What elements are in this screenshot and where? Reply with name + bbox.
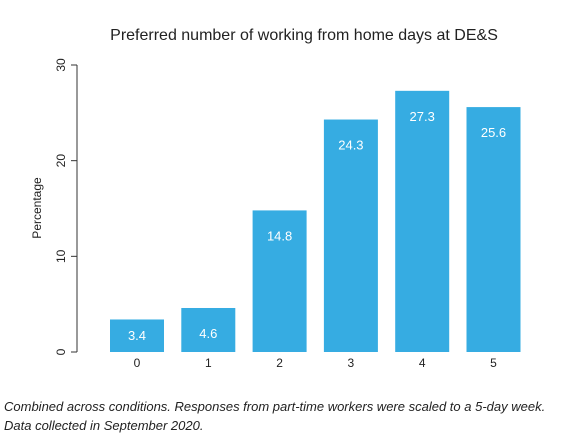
- y-axis-ticks: 0 10 20 30: [54, 58, 77, 355]
- bar: [466, 107, 521, 353]
- bars-group: 3.4 4.6 14.8 24.3 27.3 25.6: [110, 90, 521, 353]
- bar-value-label: 27.3: [410, 109, 435, 124]
- y-tick-label: 10: [54, 249, 68, 263]
- y-tick-label: 0: [54, 348, 68, 355]
- y-tick-label: 30: [54, 58, 68, 72]
- x-tick-label: 1: [205, 356, 212, 370]
- bar-value-label: 3.4: [128, 328, 146, 343]
- y-axis-label: Percentage: [30, 177, 44, 239]
- bar-value-label: 4.6: [199, 326, 217, 341]
- x-tick-label: 2: [276, 356, 283, 370]
- x-axis-ticks: 0 1 2 3 4 5: [134, 356, 498, 370]
- bar: [181, 307, 236, 352]
- chart-title: Preferred number of working from home da…: [110, 27, 498, 44]
- x-tick-label: 5: [490, 356, 497, 370]
- bar-value-label: 24.3: [338, 138, 363, 153]
- y-tick-label: 20: [54, 154, 68, 168]
- bar-value-label: 25.6: [481, 125, 506, 140]
- x-tick-label: 0: [134, 356, 141, 370]
- bar-value-label: 14.8: [267, 228, 292, 243]
- x-tick-label: 4: [419, 356, 426, 370]
- bar-chart: Preferred number of working from home da…: [30, 27, 521, 370]
- x-tick-label: 3: [348, 356, 355, 370]
- bar: [110, 319, 164, 352]
- bar: [252, 210, 307, 352]
- bar: [323, 119, 378, 352]
- chart-caption: Combined across conditions. Responses fr…: [4, 399, 546, 433]
- bar: [395, 90, 450, 352]
